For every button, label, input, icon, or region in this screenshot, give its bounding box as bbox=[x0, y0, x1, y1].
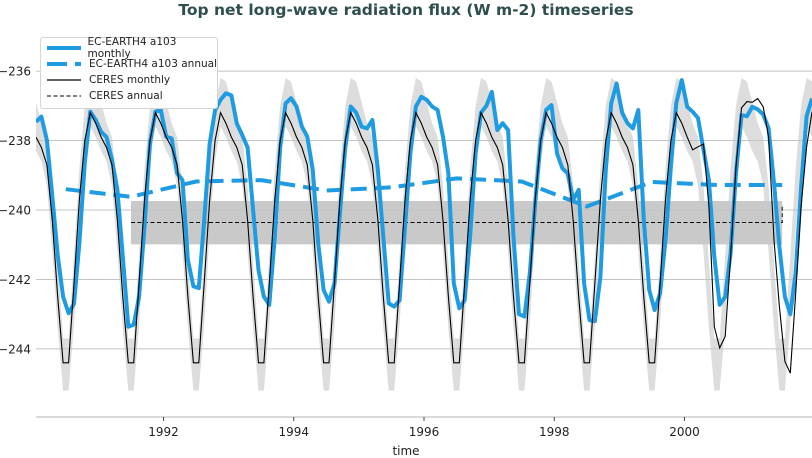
legend-swatch-solid-black bbox=[47, 75, 81, 85]
x-tick-label: 1998 bbox=[539, 425, 570, 439]
legend-label: EC-EARTH4 a103 monthly bbox=[87, 36, 177, 60]
y-tick-label: −242 bbox=[0, 273, 31, 287]
y-tick-label: −238 bbox=[0, 134, 31, 148]
legend: EC-EARTH4 a103 monthly EC-EARTH4 a103 an… bbox=[40, 36, 218, 109]
legend-label: CERES monthly bbox=[89, 74, 171, 86]
x-axis-label: time bbox=[392, 444, 420, 458]
x-tick-label: 1994 bbox=[278, 425, 309, 439]
x-tick-label: 1996 bbox=[409, 425, 440, 439]
chart-title: Top net long-wave radiation flux (W m-2)… bbox=[178, 1, 634, 19]
legend-label: EC-EARTH4 a103 annual bbox=[89, 58, 217, 70]
ceres-monthly-line bbox=[36, 97, 812, 374]
legend-swatch-dashed-blue bbox=[47, 59, 81, 69]
ec-earth-annual-line bbox=[65, 176, 783, 209]
y-tick-label: −240 bbox=[0, 203, 31, 217]
legend-label: CERES annual bbox=[89, 90, 163, 102]
legend-item-ceres-monthly: CERES monthly bbox=[47, 72, 170, 88]
legend-item-ec-annual: EC-EARTH4 a103 annual bbox=[47, 56, 217, 72]
legend-item-ec-monthly: EC-EARTH4 a103 monthly bbox=[47, 36, 217, 60]
ec-earth-monthly-line bbox=[36, 78, 812, 329]
legend-swatch-solid-blue bbox=[47, 43, 81, 53]
legend-swatch-dashed-black bbox=[47, 91, 81, 101]
y-tick-label: −244 bbox=[0, 342, 31, 356]
legend-item-ceres-annual: CERES annual bbox=[47, 88, 163, 104]
ceres-annual-line bbox=[131, 205, 783, 223]
x-tick-label: 1992 bbox=[148, 425, 179, 439]
y-tick-label: −236 bbox=[0, 65, 31, 79]
x-tick-label: 2000 bbox=[669, 425, 700, 439]
